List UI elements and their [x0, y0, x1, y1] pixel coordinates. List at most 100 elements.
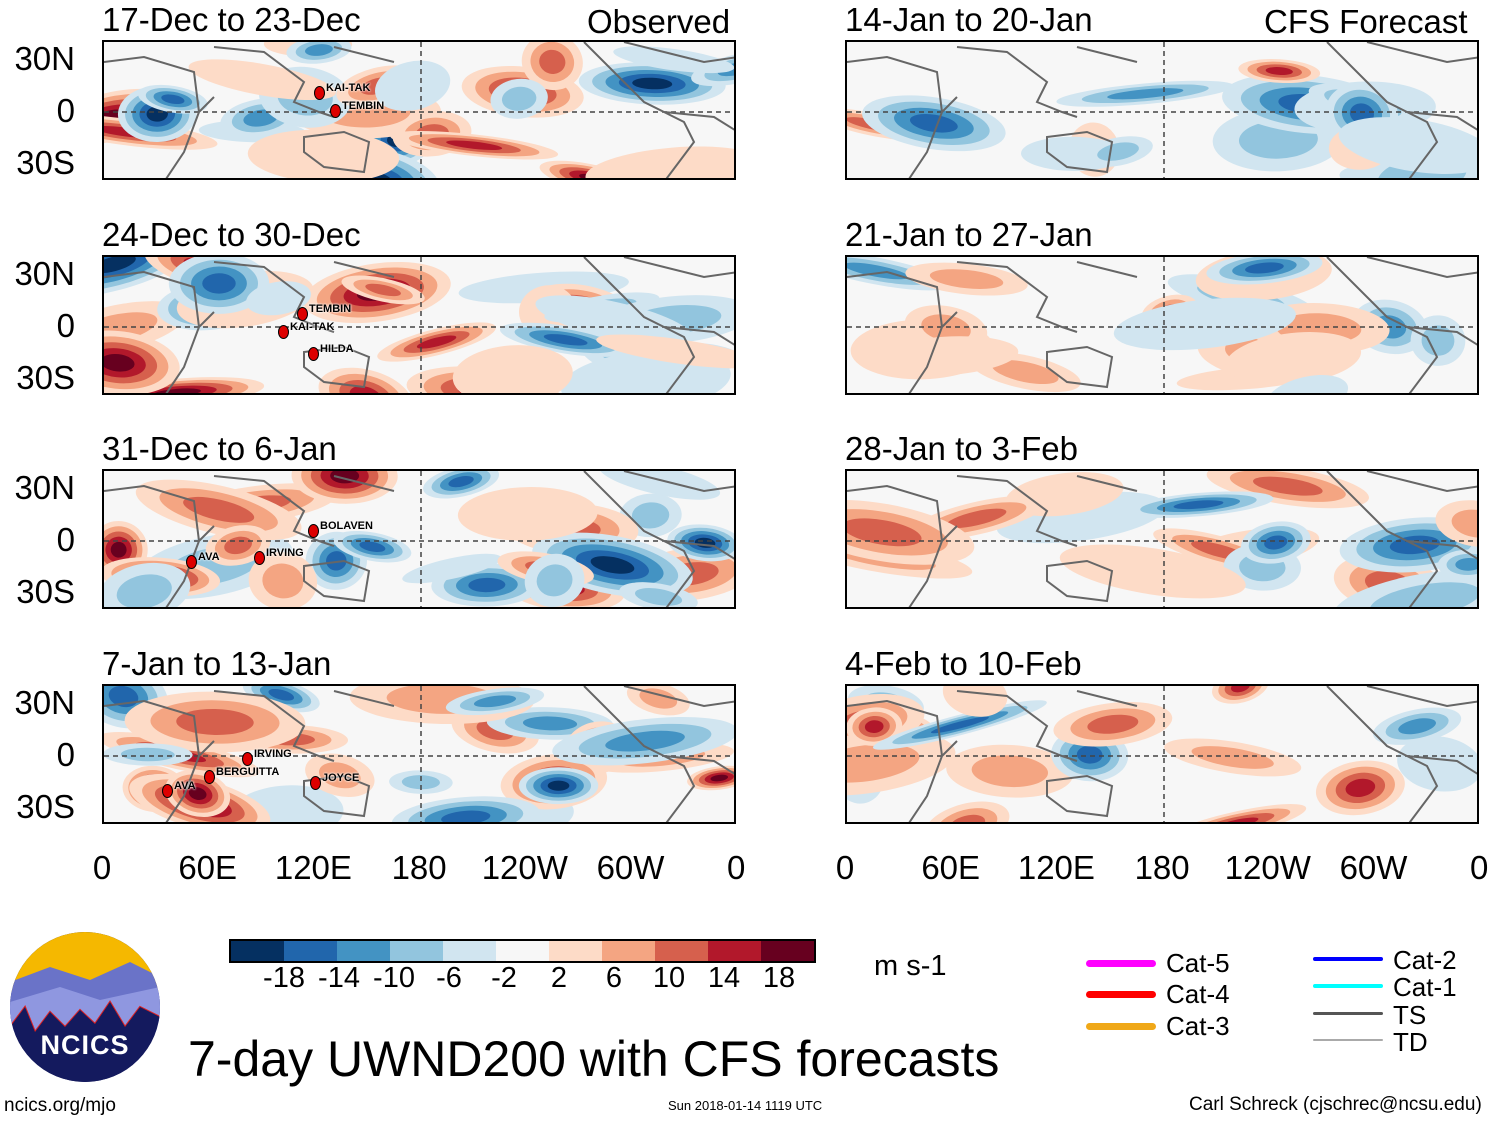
colorbar-swatch [337, 941, 390, 961]
x-tick-label: 0 [835, 849, 855, 886]
coastline [213, 475, 395, 547]
wind-anomaly-contour [248, 551, 318, 607]
legend-label: Cat-2 [1393, 945, 1457, 975]
coastline [1366, 471, 1477, 493]
observed-label: Observed [587, 3, 731, 40]
x-tick-label: 0 [92, 849, 112, 886]
y-tick-label: 30S [16, 144, 75, 181]
storm-label: BOLAVEN [320, 520, 373, 532]
x-tick-label: 120E [274, 849, 352, 886]
x-tick-label: 180 [1134, 849, 1190, 886]
coastline [847, 270, 958, 393]
coastline [104, 699, 215, 822]
wind-anomaly-contour [104, 257, 195, 298]
coastline [1366, 42, 1477, 64]
map-panel: KAI-TAK TEMBIN [102, 40, 736, 180]
wind-anomaly-contour [578, 62, 726, 105]
coastline [847, 484, 958, 607]
wind-anomaly-contour [521, 42, 583, 91]
wind-anomaly-contour [389, 770, 453, 794]
storm-track-icon [162, 784, 173, 798]
wind-anomaly-contour [862, 95, 1006, 152]
coastline [847, 699, 958, 822]
legend-line-icon [1086, 1023, 1156, 1030]
wind-anomaly-contour [423, 471, 500, 499]
wind-anomaly-contour [291, 471, 398, 504]
units-label: m s-1 [874, 950, 947, 982]
storm-track-icon [330, 104, 341, 118]
wind-anomaly-contour [872, 336, 1019, 376]
coastline [1326, 42, 1477, 178]
coastline [1046, 130, 1114, 174]
legend-line-icon [1086, 991, 1156, 998]
wind-anomaly-contour [1113, 297, 1296, 351]
panel-title: 24-Dec to 30-Dec [102, 216, 361, 253]
wind-anomaly-contour [946, 744, 1074, 798]
footer-timestamp: Sun 2018-01-14 1119 UTC [668, 1098, 823, 1113]
wind-anomaly-contour [1266, 374, 1349, 393]
storm-track-icon [254, 551, 265, 565]
legend-label: TD [1393, 1027, 1428, 1057]
colorbar-tick-label: -10 [373, 962, 415, 994]
footer-author: Carl Schreck (cjschrec@ncsu.edu) [1189, 1094, 1482, 1115]
wind-anomaly-contour [230, 785, 344, 822]
coastline [956, 690, 1138, 762]
storm-label: AVA [198, 551, 220, 563]
x-tick-label: 60W [1339, 849, 1408, 886]
map-panel: AVA BERGUITTA IRVING JOYCE [102, 684, 736, 824]
coastline [583, 686, 734, 822]
wind-anomaly-contour [1206, 257, 1323, 285]
storm-label: JOYCE [322, 772, 360, 784]
panel-title: 21-Jan to 27-Jan [845, 216, 1093, 253]
footer-link[interactable]: ncics.org/mjo [4, 1095, 116, 1116]
colorbar-tick-label: 2 [550, 962, 568, 994]
y-tick-label: 0 [56, 736, 75, 773]
map-panel [845, 40, 1479, 180]
coastline [623, 686, 734, 708]
wind-anomaly-contour [847, 731, 956, 796]
colorbar-swatch [443, 941, 496, 961]
panel-title: 14-Jan to 20-Jan [845, 1, 1093, 38]
wind-anomaly-contour [138, 84, 208, 114]
forecast-label: CFS Forecast [1264, 3, 1468, 40]
x-tick-label: 120W [481, 849, 568, 886]
y-tick-label: 0 [56, 521, 75, 558]
colorbar-tick-label: -2 [491, 962, 517, 994]
storm-track-icon [242, 752, 253, 766]
map-panel: TEMBIN KAI-TAK HILDA [102, 255, 736, 395]
storm-label: TEMBIN [342, 100, 385, 112]
logo-text: NCICS [40, 1030, 130, 1060]
wind-anomaly-contour [518, 767, 599, 805]
storm-track-icon [297, 307, 308, 321]
wind-anomaly-contour [1053, 701, 1173, 747]
wind-anomaly-contour [286, 42, 352, 64]
colorbar-tick-label: 18 [762, 962, 796, 994]
wind-anomaly-contour [1164, 738, 1302, 777]
colorbar-tick-label: 10 [652, 962, 686, 994]
wind-anomaly-contour [1338, 117, 1477, 174]
coastline [956, 475, 1138, 547]
wind-anomaly-contour [1225, 332, 1362, 385]
coastline [303, 559, 371, 603]
wind-anomaly-contour [445, 687, 545, 716]
wind-anomaly-contour [1241, 521, 1311, 564]
colorbar-tick-label: 6 [605, 962, 623, 994]
wind-anomaly-contour [124, 691, 306, 753]
wind-anomaly-contour [619, 493, 682, 538]
coastline [956, 46, 1138, 118]
wind-anomaly-contour [585, 146, 734, 178]
wind-anomaly-contour [596, 334, 734, 369]
legend-line-icon [1086, 960, 1156, 967]
legend-label: Cat-3 [1166, 1011, 1230, 1041]
wind-anomaly-contour [924, 801, 1010, 822]
wind-anomaly-contour [942, 686, 1008, 717]
wind-anomaly-contour [305, 753, 375, 797]
wind-anomaly-contour [1238, 59, 1321, 84]
map-panel [845, 255, 1479, 395]
panel-title: 4-Feb to 10-Feb [845, 645, 1082, 682]
wind-anomaly-contour [377, 322, 496, 362]
coastline [303, 774, 371, 818]
wind-anomaly-contour [375, 60, 451, 111]
legend-line-icon [1313, 984, 1383, 988]
legend-label: Cat-4 [1166, 979, 1230, 1009]
